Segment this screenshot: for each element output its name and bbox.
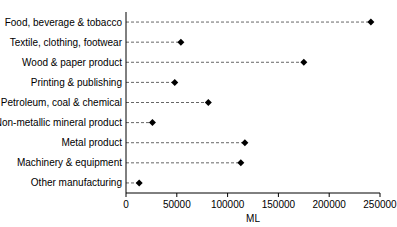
dot <box>136 179 143 186</box>
category-label: Food, beverage & tobacco <box>5 17 123 28</box>
chart-container: Food, beverage & tobacco Textile, clothin… <box>0 0 397 227</box>
category-label: Other manufacturing <box>31 177 122 188</box>
x-axis <box>126 193 380 194</box>
dot <box>237 159 244 166</box>
category-label: Machinery & equipment <box>17 157 122 168</box>
x-tick-label: 250000 <box>363 199 397 210</box>
leader-line <box>126 42 181 43</box>
dot <box>300 59 307 66</box>
x-tick-label: 50000 <box>163 199 191 210</box>
leader-line <box>126 102 208 103</box>
x-tick <box>278 193 279 197</box>
category-label: Textile, clothing, footwear <box>10 37 123 48</box>
dot <box>149 119 156 126</box>
leader-line <box>126 62 304 63</box>
y-axis <box>126 12 127 193</box>
leader-line <box>126 162 241 163</box>
leader-line <box>126 82 175 83</box>
x-axis-label: ML <box>246 213 260 224</box>
dot <box>205 99 212 106</box>
x-tick <box>329 193 330 197</box>
dot <box>241 139 248 146</box>
x-tick-label: 200000 <box>313 199 347 210</box>
dot <box>367 19 374 26</box>
marks <box>126 19 374 187</box>
x-tick <box>227 193 228 197</box>
x-tick-label: 100000 <box>211 199 245 210</box>
category-label: Metal product <box>61 137 122 148</box>
x-tick-label: 0 <box>123 199 129 210</box>
x-tick-label: 150000 <box>262 199 296 210</box>
leader-line <box>126 142 245 143</box>
category-label: Wood & paper product <box>22 57 122 68</box>
category-label: Petroleum, coal & chemical <box>1 97 122 108</box>
dot <box>171 79 178 86</box>
chart-svg: Food, beverage & tobacco Textile, clothin… <box>0 0 397 227</box>
category-label: Printing & publishing <box>31 77 122 88</box>
leader-line <box>126 122 152 123</box>
dot <box>177 39 184 46</box>
x-tick <box>176 193 177 197</box>
x-tick <box>126 193 127 197</box>
x-tick <box>380 193 381 197</box>
leader-line <box>126 22 371 23</box>
category-label: Non-metallic mineral product <box>0 117 122 128</box>
